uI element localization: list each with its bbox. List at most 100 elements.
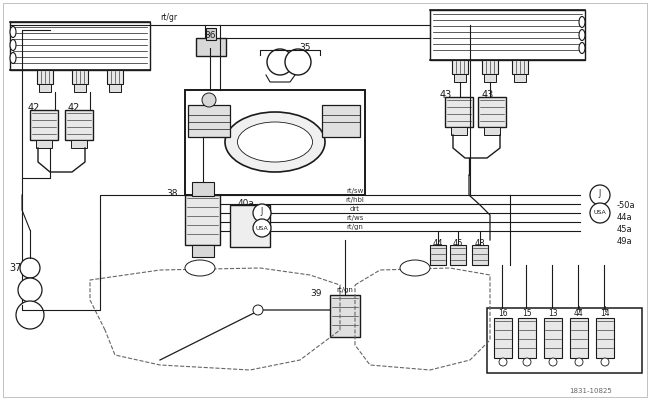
Text: 45: 45 bbox=[453, 238, 463, 248]
Text: +: + bbox=[601, 306, 608, 314]
Bar bbox=[450, 245, 466, 265]
Text: 38: 38 bbox=[166, 188, 178, 198]
Bar bbox=[430, 10, 585, 60]
Ellipse shape bbox=[237, 122, 313, 162]
Circle shape bbox=[575, 358, 583, 366]
Text: J: J bbox=[261, 206, 263, 216]
Circle shape bbox=[18, 278, 42, 302]
Bar bbox=[570, 318, 588, 358]
Text: -50a: -50a bbox=[617, 200, 636, 210]
Circle shape bbox=[601, 358, 609, 366]
Bar bbox=[544, 318, 562, 358]
Circle shape bbox=[549, 358, 557, 366]
Bar bbox=[74, 84, 86, 92]
Bar bbox=[65, 110, 93, 140]
Circle shape bbox=[16, 301, 44, 329]
Bar bbox=[478, 97, 506, 127]
Bar bbox=[188, 105, 230, 137]
Text: 37: 37 bbox=[10, 263, 22, 273]
Circle shape bbox=[253, 219, 271, 237]
Bar bbox=[484, 74, 496, 82]
Ellipse shape bbox=[579, 42, 585, 54]
Bar bbox=[512, 60, 528, 74]
Bar bbox=[430, 245, 446, 265]
Text: rt/sw: rt/sw bbox=[346, 188, 364, 194]
Text: rt/gn: rt/gn bbox=[346, 224, 363, 230]
Bar bbox=[487, 308, 642, 373]
Text: +: + bbox=[575, 306, 582, 314]
Text: 40a: 40a bbox=[238, 198, 255, 208]
Bar bbox=[71, 140, 87, 148]
Ellipse shape bbox=[579, 30, 585, 40]
Bar bbox=[454, 74, 466, 82]
Circle shape bbox=[20, 258, 40, 278]
Text: 1831-10825: 1831-10825 bbox=[569, 388, 612, 394]
Circle shape bbox=[253, 204, 271, 222]
Text: 48: 48 bbox=[474, 238, 486, 248]
Circle shape bbox=[202, 93, 216, 107]
Bar bbox=[451, 127, 467, 135]
Circle shape bbox=[590, 203, 610, 223]
Bar bbox=[484, 127, 500, 135]
Bar bbox=[10, 22, 150, 70]
Circle shape bbox=[590, 185, 610, 205]
Circle shape bbox=[523, 358, 531, 366]
Bar bbox=[494, 318, 512, 358]
Circle shape bbox=[285, 49, 311, 75]
Circle shape bbox=[267, 49, 293, 75]
Text: 42: 42 bbox=[68, 103, 81, 113]
Ellipse shape bbox=[579, 16, 585, 28]
Text: rt/ws: rt/ws bbox=[346, 215, 364, 221]
Ellipse shape bbox=[185, 260, 215, 276]
Bar bbox=[39, 84, 51, 92]
Bar bbox=[230, 205, 270, 247]
Bar bbox=[30, 110, 58, 140]
Bar bbox=[109, 84, 121, 92]
Bar bbox=[518, 318, 536, 358]
Ellipse shape bbox=[10, 52, 16, 64]
Bar bbox=[445, 97, 473, 127]
Text: 13: 13 bbox=[548, 310, 558, 318]
Text: drt: drt bbox=[350, 206, 360, 212]
Bar bbox=[472, 245, 488, 265]
Bar bbox=[330, 295, 360, 337]
Text: 49a: 49a bbox=[617, 236, 632, 246]
Bar bbox=[596, 318, 614, 358]
Bar bbox=[72, 70, 88, 84]
Text: 45a: 45a bbox=[617, 224, 632, 234]
Circle shape bbox=[499, 358, 507, 366]
Bar bbox=[206, 28, 216, 40]
Bar bbox=[452, 60, 468, 74]
Text: 44a: 44a bbox=[617, 212, 632, 222]
Text: J: J bbox=[599, 190, 601, 198]
Circle shape bbox=[253, 305, 263, 315]
Bar bbox=[36, 140, 52, 148]
Bar bbox=[482, 60, 498, 74]
Bar bbox=[192, 182, 214, 196]
Text: 43: 43 bbox=[482, 90, 494, 100]
Text: 14: 14 bbox=[600, 310, 610, 318]
Text: 36: 36 bbox=[204, 30, 216, 40]
Bar bbox=[322, 105, 360, 137]
Text: USA: USA bbox=[593, 210, 606, 216]
Text: 43: 43 bbox=[440, 90, 452, 100]
Text: 39: 39 bbox=[311, 288, 322, 298]
Text: 44: 44 bbox=[574, 310, 584, 318]
Ellipse shape bbox=[10, 40, 16, 50]
Text: 35: 35 bbox=[299, 44, 311, 52]
Bar bbox=[185, 195, 220, 245]
Text: 16: 16 bbox=[498, 310, 508, 318]
Bar bbox=[107, 70, 123, 84]
Text: 15: 15 bbox=[522, 310, 532, 318]
Text: 44: 44 bbox=[433, 238, 443, 248]
Text: rt/gr: rt/gr bbox=[160, 14, 177, 22]
Ellipse shape bbox=[225, 112, 325, 172]
Text: rt/gn: rt/gn bbox=[337, 287, 354, 293]
Ellipse shape bbox=[400, 260, 430, 276]
Text: 42: 42 bbox=[28, 103, 40, 113]
Text: rt/hbl: rt/hbl bbox=[346, 197, 365, 203]
Bar bbox=[196, 38, 226, 56]
Ellipse shape bbox=[10, 26, 16, 38]
Bar bbox=[192, 245, 214, 257]
Bar bbox=[514, 74, 526, 82]
